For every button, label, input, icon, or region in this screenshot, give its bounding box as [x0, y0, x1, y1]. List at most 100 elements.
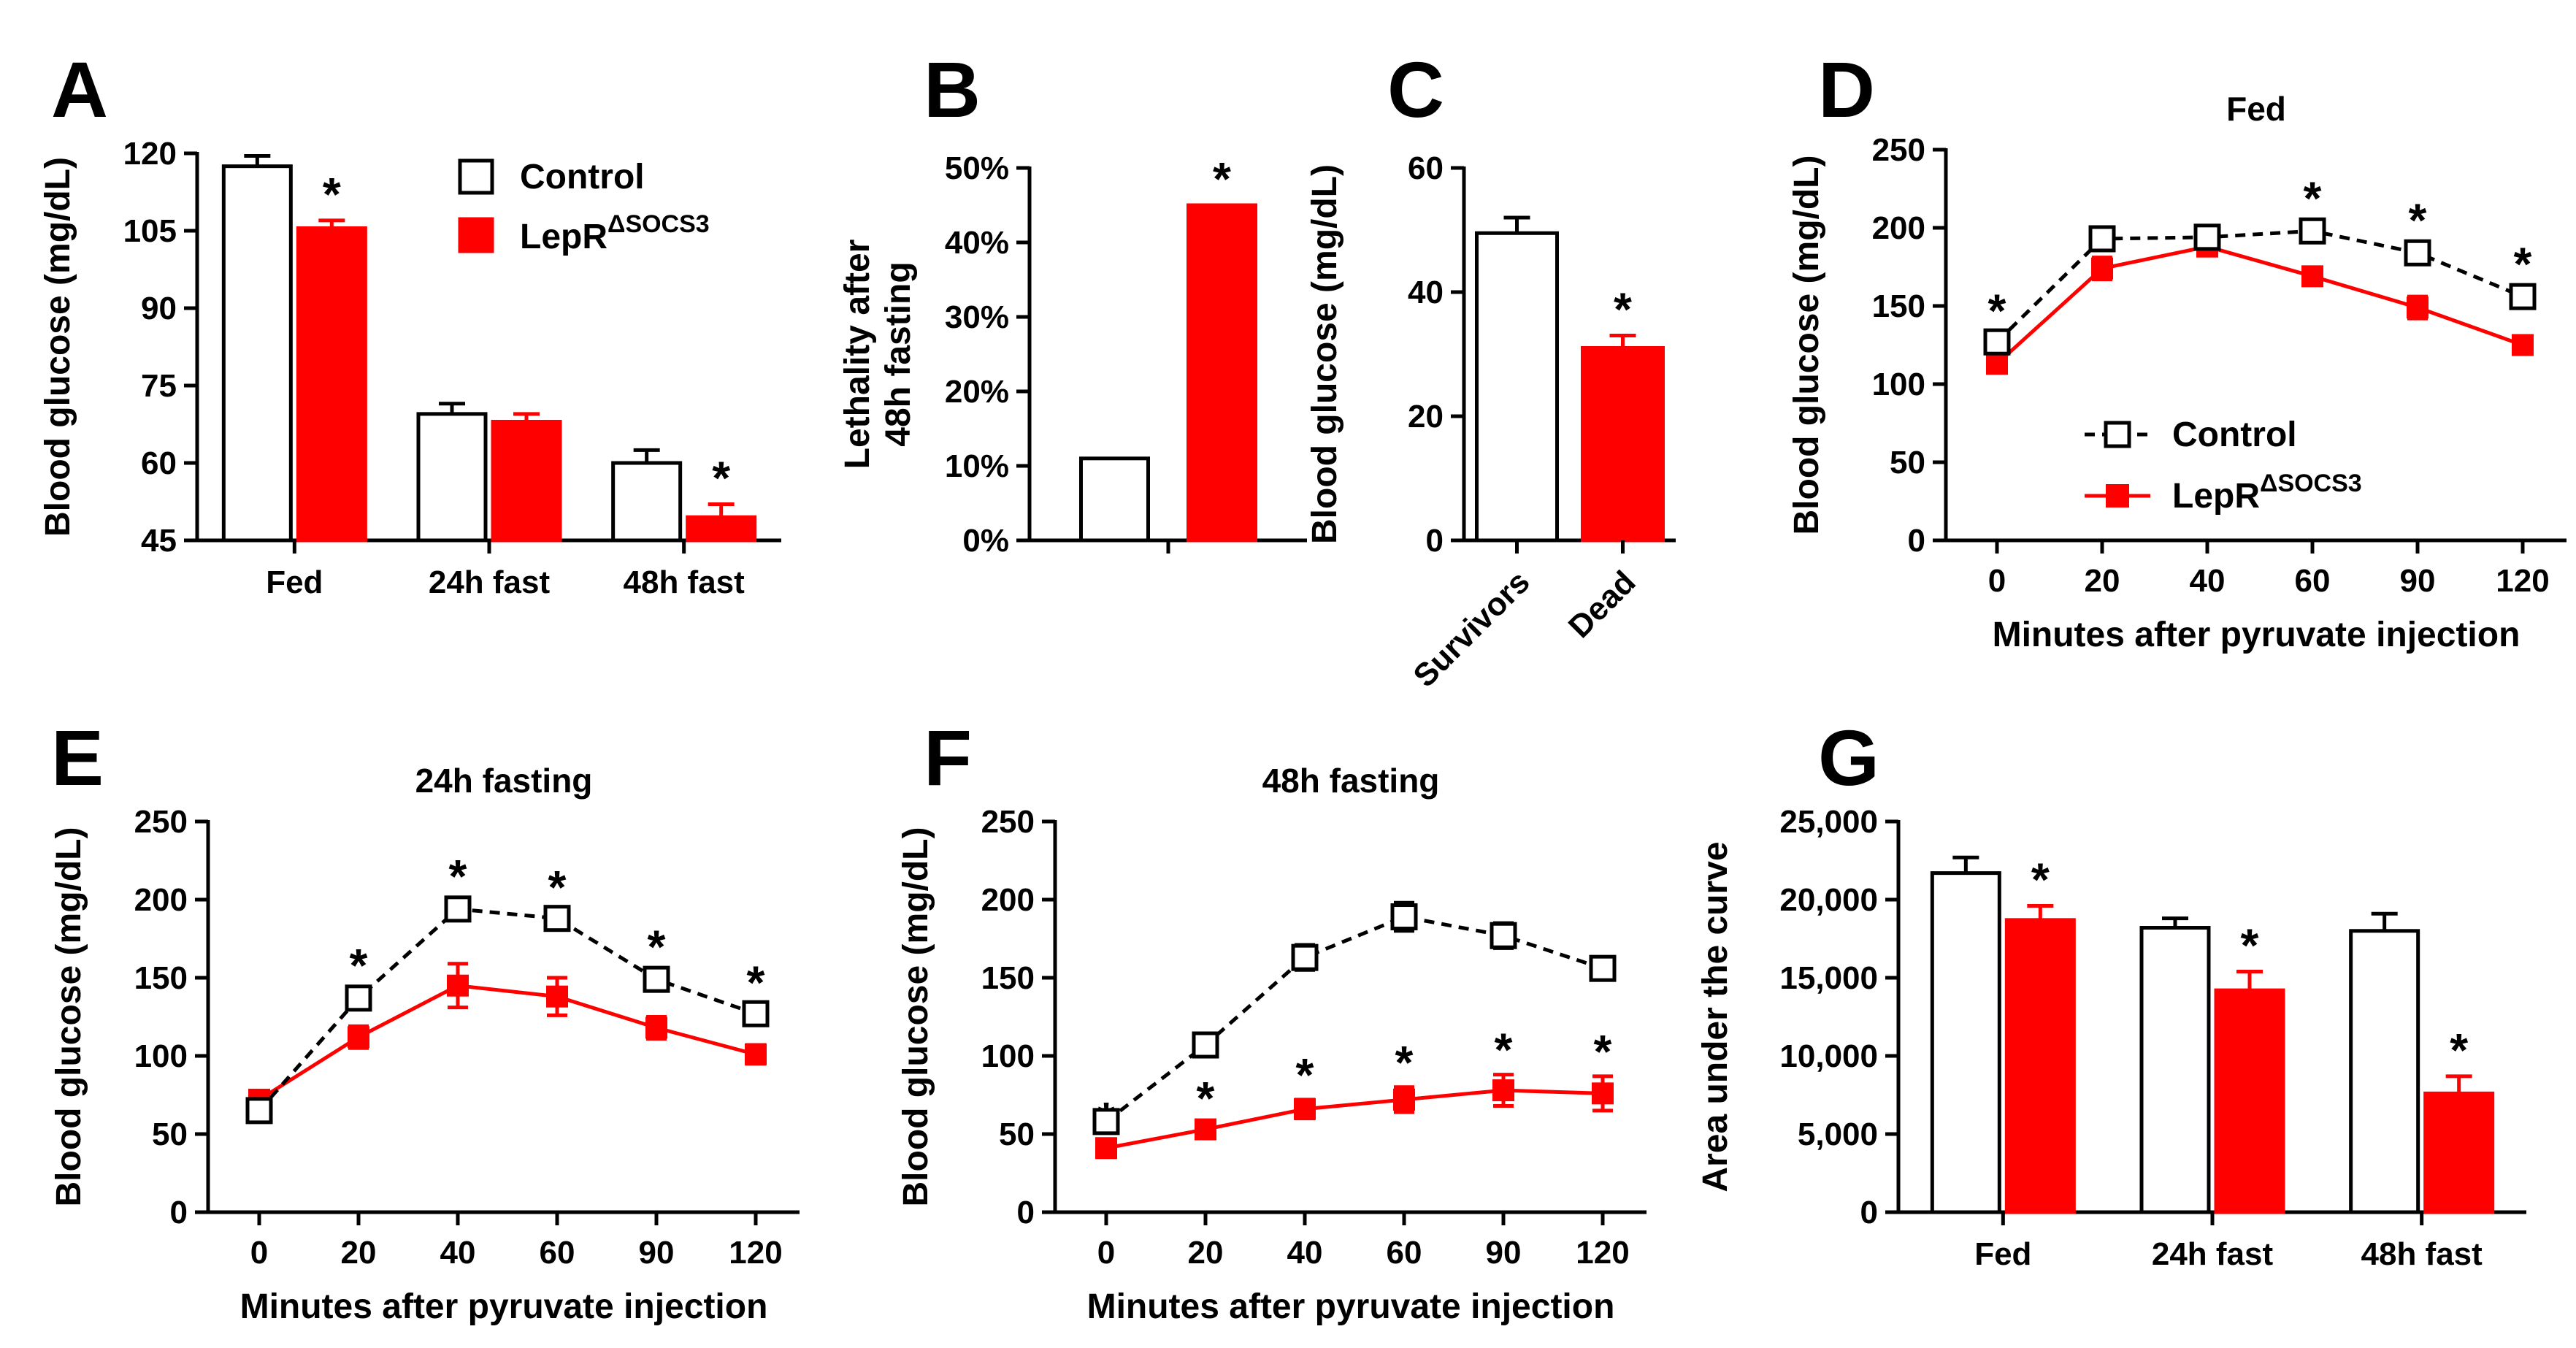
significance-asterisk: *: [1988, 285, 2006, 337]
y-tick-label: 60: [1408, 150, 1444, 186]
significance-asterisk: *: [1395, 1036, 1414, 1089]
legend-label-lepr: LepRΔSOCS3: [520, 210, 710, 256]
y-axis-label: Blood glucose (mg/dL): [39, 157, 77, 537]
bar-survivors: [1475, 231, 1559, 543]
x-tick-label: 90: [2400, 563, 2436, 599]
bar-control: [2139, 926, 2211, 1214]
data-point-lepr: [1492, 1079, 1514, 1102]
bar-lepr: [2214, 988, 2285, 1214]
data-point-control: [1490, 922, 1517, 949]
y-tick-label: 200: [981, 882, 1035, 918]
y-tick-label: 100: [1872, 367, 1925, 402]
panel-c: 0 20 40 60 Blood glucose (mg/dL) C Survivors * D…: [1306, 45, 1676, 694]
significance-asterisk: *: [2450, 1024, 2468, 1076]
y-axis-label: 48h fasting: [879, 261, 918, 446]
panel-label: D: [1818, 45, 1875, 134]
data-point-lepr: [2091, 257, 2113, 280]
panel-a: 45 60 75 90 105 120 Blood glucose (mg/dL) A * Fed…: [39, 45, 781, 600]
data-point-control: [1983, 328, 2011, 356]
x-tick-label: 40: [2190, 563, 2226, 599]
significance-asterisk: *: [712, 452, 730, 505]
significance-asterisk: *: [449, 850, 467, 903]
y-axis-label: Blood glucose (mg/dL): [1306, 164, 1344, 544]
significance-asterisk: *: [323, 168, 341, 221]
y-tick-label: 0: [1017, 1195, 1035, 1230]
y-tick-label: 25,000: [1779, 804, 1878, 840]
y-axis-label: Lethality after: [838, 240, 877, 470]
series-lepr: ******: [1095, 1024, 1614, 1160]
significance-asterisk: *: [1495, 1024, 1513, 1076]
significance-asterisk: *: [648, 920, 666, 973]
x-tick-label: 40: [1287, 1235, 1323, 1271]
significance-asterisk: *: [1213, 153, 1231, 205]
y-tick-label: 20: [1408, 399, 1444, 434]
data-point-lepr: [447, 974, 469, 997]
legend: Control LepRΔSOCS3: [2085, 415, 2362, 516]
significance-asterisk: *: [1197, 1072, 1215, 1125]
x-tick-label: 60: [540, 1235, 575, 1271]
y-axis-label: Blood glucose (mg/dL): [897, 827, 935, 1207]
legend-marker-lepr: [2106, 484, 2129, 508]
data-point-lepr: [2512, 334, 2534, 356]
bar-control: [1930, 871, 2001, 1214]
y-tick-label: 105: [123, 213, 177, 249]
bar-dead: [1581, 346, 1665, 543]
data-point-lepr: [645, 1016, 667, 1039]
y-tick-label: 90: [141, 291, 177, 326]
data-point-lepr: [2407, 296, 2429, 319]
data-point-lepr: [2301, 265, 2323, 288]
data-point-control: [345, 984, 372, 1012]
y-tick-label: 100: [981, 1038, 1035, 1074]
y-tick-label: 10,000: [1779, 1038, 1878, 1074]
x-tick-label: 40: [440, 1235, 476, 1271]
chart-title: 24h fasting: [415, 762, 593, 800]
y-tick-label: 0: [170, 1195, 188, 1230]
x-tick-label: 0: [1988, 563, 2006, 599]
series-line-lepr: [1105, 1088, 1603, 1150]
data-point-control: [444, 895, 472, 923]
bar-control: [611, 461, 683, 543]
x-tick-label: 0: [250, 1235, 268, 1271]
legend-swatch-lepr: [458, 217, 494, 253]
data-point-control: [643, 965, 670, 993]
data-point-lepr: [348, 1026, 369, 1049]
legend-label-control: Control: [520, 158, 645, 196]
significance-asterisk: *: [2514, 237, 2532, 290]
y-tick-label: 5,000: [1798, 1117, 1878, 1152]
data-point-control: [1589, 954, 1617, 982]
legend-label-lepr-base: LepR: [2172, 477, 2260, 516]
x-tick-label: 120: [2496, 563, 2549, 599]
bar-lepr: [1187, 203, 1257, 543]
data-point-lepr: [546, 985, 568, 1008]
panel-label: A: [51, 45, 108, 134]
data-point-lepr: [1592, 1082, 1614, 1105]
x-tick-label: 90: [1486, 1235, 1522, 1271]
series-line-control: [258, 907, 756, 1112]
series-line-lepr: [258, 984, 756, 1102]
y-tick-label: 150: [1872, 288, 1925, 324]
y-tick-label: 50: [1890, 445, 1925, 480]
y-axis-label: Blood glucose (mg/dL): [1787, 156, 1826, 535]
bar-lepr: [2004, 918, 2076, 1214]
y-axis-label: Area under the curve: [1696, 841, 1735, 1192]
legend-label-lepr-sup: ΔSOCS3: [2260, 470, 2362, 497]
series-control: * * * *: [1983, 172, 2537, 356]
series-lepr: [1986, 235, 2534, 375]
y-tick-label: 40%: [945, 225, 1009, 261]
legend-label-lepr-sup: ΔSOCS3: [607, 210, 710, 238]
y-tick-label: 100: [134, 1038, 188, 1074]
x-tick-label: Fed: [266, 564, 323, 600]
bar-control: [1079, 456, 1150, 543]
x-axis-label: Minutes after pyruvate injection: [1087, 1287, 1615, 1326]
panel-g: 0 5,000 10,000 15,000 20,000 25,000 Area under…: [1696, 713, 2526, 1272]
data-point-lepr: [1393, 1088, 1415, 1111]
significance-asterisk: *: [350, 939, 368, 992]
bar-control: [221, 164, 293, 543]
data-point-control: [1092, 1108, 1120, 1136]
x-tick-label: 20: [341, 1235, 377, 1271]
chart-title: Fed: [2226, 90, 2286, 128]
significance-asterisk: *: [1296, 1049, 1314, 1101]
panel-label: E: [51, 713, 104, 802]
figure-root: 45 60 75 90 105 120 Blood glucose (mg/dL) A * Fed…: [39, 45, 2567, 1326]
data-point-control: [2088, 225, 2116, 253]
